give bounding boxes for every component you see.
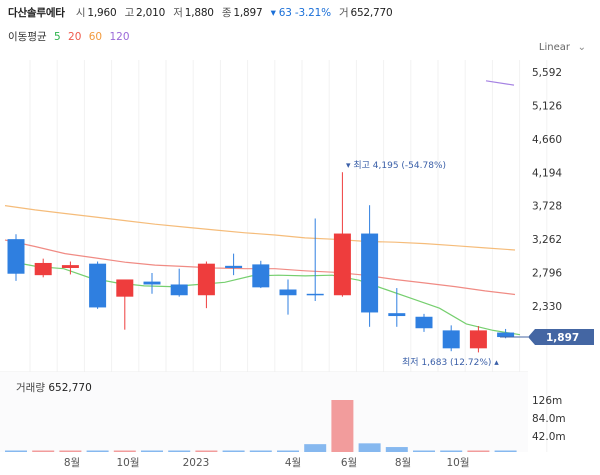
volume-value: 652,770 [350, 7, 393, 19]
volume-bar [440, 450, 463, 452]
stock-name: 다산솔루에타 [8, 7, 65, 19]
candle-body [170, 284, 188, 296]
change-value: ▾ 63 -3.21% [270, 7, 331, 19]
x-axis-label: 6월 [341, 457, 357, 469]
ma-5[interactable]: 5 [53, 31, 61, 43]
high-label: 고 [124, 7, 135, 19]
volume-tick-label: 42.0m [532, 431, 566, 443]
ma-label: 이동평균 [8, 31, 47, 43]
volume-bar [249, 450, 272, 452]
volume-bar [277, 450, 299, 452]
volume-bar [5, 450, 27, 452]
candle-body [415, 316, 433, 329]
volume-bar [32, 450, 55, 452]
ma-120[interactable]: 120 [109, 31, 130, 43]
ma-60[interactable]: 60 [88, 31, 103, 43]
volume-bar [168, 450, 191, 452]
candle-body [7, 239, 25, 274]
volume-bar [358, 443, 381, 452]
ma120-line [485, 80, 515, 86]
candle-body [197, 263, 215, 296]
open-label: 시 [75, 7, 86, 19]
scale-type-dropdown[interactable]: Linear [538, 42, 570, 53]
volume-panel-title: 거래량 652,770 [16, 380, 92, 395]
candle-body [279, 289, 297, 296]
candle-body [469, 330, 487, 349]
candle-body [143, 281, 161, 285]
stock-header: 다산솔루에타 시 1,960 고 2,010 저 1,880 종 1,897 ▾ 63 … [8, 5, 398, 23]
volume-bar [195, 450, 218, 452]
candle-body [442, 330, 460, 349]
volume-bar [494, 450, 517, 452]
volume-bar [467, 450, 490, 452]
price-tick-label: 3,262 [532, 234, 562, 246]
candle-body [361, 233, 379, 313]
volume-bar [304, 444, 327, 452]
volume-label: 거 [339, 7, 349, 19]
x-axis-label: 10월 [116, 457, 139, 469]
volume-panel-value: 652,770 [48, 382, 92, 394]
x-axis-label: 2023 [183, 457, 210, 469]
current-price-label: 1,897 [546, 332, 579, 344]
candle-body [497, 332, 515, 338]
volume-tick-label: 126m [532, 395, 562, 407]
min-price-annotation: 최저 1,683 (12.72%) ▴ [402, 357, 499, 368]
current-price-badge [528, 329, 594, 346]
candle-body [34, 262, 52, 276]
candle-body [61, 265, 79, 268]
low-label: 저 [173, 7, 183, 19]
x-axis-label: 8월 [64, 457, 80, 469]
price-tick-label: 4,194 [532, 167, 562, 179]
volume-tick-label: 84.0m [532, 413, 566, 425]
open-value: 1,960 [87, 7, 117, 19]
volume-bar [385, 447, 408, 452]
candle-body [388, 313, 406, 317]
volume-bar [222, 450, 245, 452]
candle-body [333, 233, 351, 296]
volume-bar [59, 450, 82, 452]
price-tick-label: 3,728 [532, 201, 562, 213]
chevron-down-icon[interactable]: ⌄ [577, 42, 586, 53]
max-price-annotation: ▾ 최고 4,195 (-54.78%) [346, 160, 446, 171]
volume-panel-label: 거래량 [16, 382, 45, 394]
x-axis-label: 10월 [446, 457, 469, 469]
moving-average-legend[interactable]: 이동평균 5 20 60 120 [8, 29, 134, 44]
volume-bar [86, 450, 109, 452]
candle-body [306, 293, 324, 296]
price-tick-label: 2,796 [532, 268, 562, 280]
volume-bar [113, 450, 136, 452]
volume-bar [413, 450, 435, 452]
volume-bar [331, 400, 354, 452]
candle-body [89, 263, 107, 308]
x-axis-label: 8월 [395, 457, 411, 469]
price-tick-label: 5,126 [532, 100, 562, 112]
price-tick-label: 4,660 [532, 134, 562, 146]
candle-body [252, 264, 270, 288]
volume-bar [141, 450, 163, 452]
price-tick-label: 5,592 [532, 67, 562, 79]
high-value: 2,010 [136, 7, 166, 19]
candle-body [116, 279, 134, 297]
x-axis-label: 4월 [285, 457, 301, 469]
close-value: 1,897 [233, 7, 263, 19]
low-value: 1,880 [184, 7, 214, 19]
ma60-line [4, 205, 516, 251]
price-tick-label: 2,330 [532, 301, 562, 313]
close-label: 종 [221, 7, 232, 19]
candle-body [225, 265, 243, 268]
ma-20[interactable]: 20 [68, 31, 82, 43]
